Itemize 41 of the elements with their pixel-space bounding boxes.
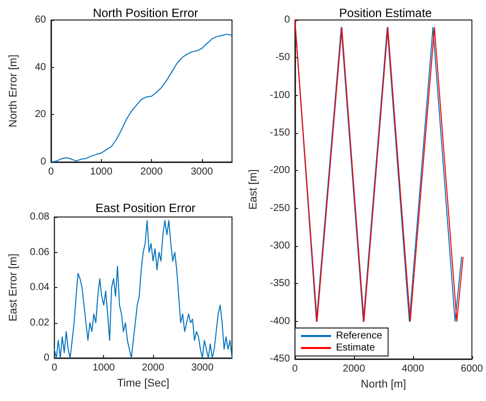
y-tick-label: 20 — [34, 109, 46, 120]
y-tick-label: -50 — [275, 52, 290, 64]
x-tick-label: 3000 — [190, 166, 214, 178]
y-axis-title: East Error [m] — [8, 254, 20, 322]
y-tick-label: 0.02 — [30, 317, 50, 328]
y-tick-label: 60 — [34, 14, 46, 26]
y-tick-label: 0 — [284, 14, 290, 26]
y-tick-label: -300 — [270, 240, 290, 252]
x-tick-label: 2000 — [342, 364, 366, 374]
x-tick-label: 1000 — [92, 362, 116, 374]
x-tick-label: 0 — [52, 362, 58, 374]
x-axis-title: North [m] — [360, 378, 406, 390]
x-tick-label: 6000 — [460, 364, 484, 374]
y-tick-label: 0.08 — [30, 212, 50, 222]
y-tick-label: -350 — [270, 278, 290, 290]
x-tick-label: 0 — [292, 364, 298, 374]
x-axis-title: Time [Sec] — [117, 377, 170, 390]
line-series — [54, 220, 232, 358]
chart-title: East Position Error — [95, 201, 196, 215]
chart-title: Position Estimate — [339, 6, 432, 20]
y-tick-label: -200 — [270, 165, 290, 176]
y-tick-label: 0.04 — [30, 282, 50, 293]
y-tick-label: 0 — [44, 352, 50, 364]
x-tick-label: 3000 — [191, 362, 214, 374]
y-tick-label: -250 — [270, 202, 290, 214]
y-tick-label: 40 — [34, 62, 46, 73]
y-axis-title: East [m] — [248, 169, 260, 210]
x-tick-label: 4000 — [402, 364, 424, 374]
chart-title: North Position Error — [92, 6, 198, 20]
y-tick-label: -150 — [270, 128, 290, 138]
y-tick-label: 0.06 — [30, 246, 50, 258]
y-tick-label: -400 — [270, 316, 290, 327]
legend-label: Reference — [336, 330, 383, 342]
x-tick-label: 2000 — [142, 362, 165, 374]
y-tick-label: -100 — [270, 90, 290, 101]
y-axis-title: North Error [m] — [8, 54, 20, 128]
x-tick-label: 2000 — [140, 166, 164, 178]
x-tick-label: 1000 — [90, 166, 113, 178]
y-tick-label: -450 — [270, 354, 290, 364]
y-tick-label: 0 — [40, 156, 46, 168]
legend-label: Estimate — [336, 342, 376, 354]
